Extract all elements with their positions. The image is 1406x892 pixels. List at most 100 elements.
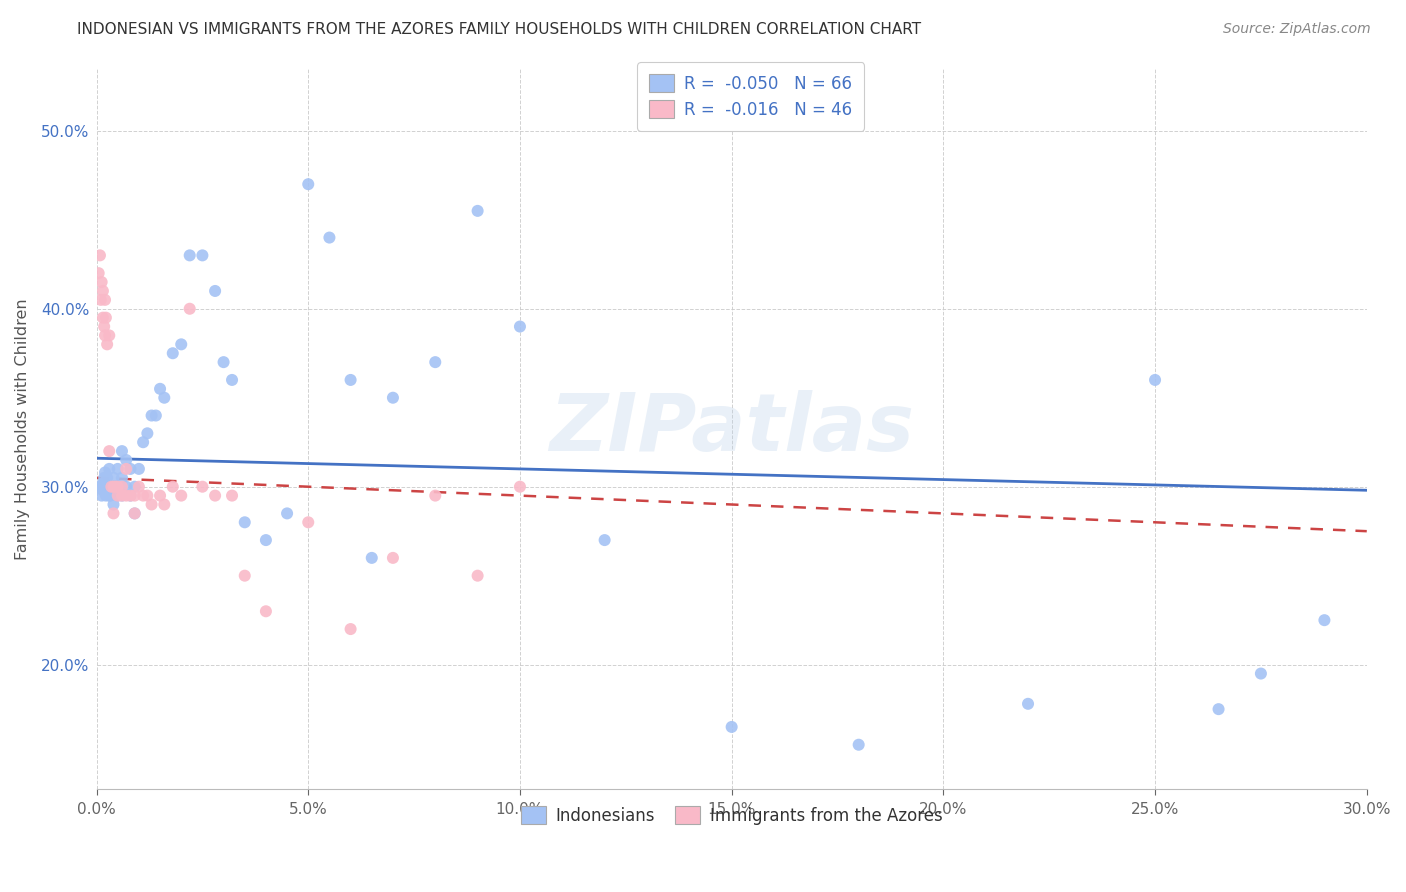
Point xyxy=(96,471,118,485)
Point xyxy=(162,346,184,360)
Point xyxy=(104,480,127,494)
Point xyxy=(115,453,138,467)
Point xyxy=(124,480,146,494)
Point xyxy=(107,480,129,494)
Point xyxy=(254,604,277,618)
Point xyxy=(254,533,277,547)
Point xyxy=(115,462,138,476)
Point xyxy=(94,466,117,480)
Point xyxy=(94,328,117,343)
Point xyxy=(100,480,122,494)
Point xyxy=(90,489,112,503)
Point xyxy=(221,489,243,503)
Point xyxy=(107,480,129,494)
Point xyxy=(297,177,319,191)
Point xyxy=(132,489,155,503)
Point xyxy=(96,480,118,494)
Point xyxy=(297,516,319,530)
Point xyxy=(107,462,129,476)
Point xyxy=(111,444,134,458)
Point xyxy=(318,230,340,244)
Point xyxy=(381,391,404,405)
Point xyxy=(179,248,201,262)
Point xyxy=(98,462,121,476)
Point xyxy=(204,284,226,298)
Point xyxy=(233,568,256,582)
Point xyxy=(91,284,114,298)
Point xyxy=(107,489,129,503)
Point xyxy=(91,483,114,498)
Point xyxy=(170,489,193,503)
Point xyxy=(115,480,138,494)
Y-axis label: Family Households with Children: Family Households with Children xyxy=(15,298,30,559)
Point xyxy=(93,319,115,334)
Point xyxy=(204,489,226,503)
Point xyxy=(120,462,142,476)
Point xyxy=(141,409,163,423)
Point xyxy=(381,550,404,565)
Point xyxy=(1208,702,1230,716)
Point xyxy=(98,328,121,343)
Point xyxy=(1144,373,1167,387)
Point xyxy=(103,480,125,494)
Point xyxy=(94,489,117,503)
Point xyxy=(103,471,125,485)
Point xyxy=(149,382,172,396)
Point xyxy=(120,489,142,503)
Point xyxy=(145,409,167,423)
Point xyxy=(91,476,114,491)
Point xyxy=(111,489,134,503)
Point xyxy=(221,373,243,387)
Point xyxy=(107,489,129,503)
Point xyxy=(96,337,118,351)
Point xyxy=(1250,666,1272,681)
Legend: Indonesians, Immigrants from the Azores: Indonesians, Immigrants from the Azores xyxy=(510,797,953,835)
Point xyxy=(93,471,115,485)
Point xyxy=(136,489,159,503)
Point xyxy=(87,266,110,280)
Point xyxy=(89,480,111,494)
Point xyxy=(98,480,121,494)
Point xyxy=(467,203,489,218)
Point xyxy=(98,489,121,503)
Point xyxy=(509,480,531,494)
Text: Source: ZipAtlas.com: Source: ZipAtlas.com xyxy=(1223,22,1371,37)
Point xyxy=(848,738,870,752)
Point xyxy=(98,489,121,503)
Point xyxy=(128,462,150,476)
Point xyxy=(191,480,214,494)
Point xyxy=(233,516,256,530)
Point xyxy=(339,373,361,387)
Point xyxy=(98,444,121,458)
Point xyxy=(179,301,201,316)
Point xyxy=(100,480,122,494)
Text: ZIPatlas: ZIPatlas xyxy=(550,390,914,468)
Point xyxy=(1017,697,1039,711)
Point xyxy=(191,248,214,262)
Point xyxy=(153,498,176,512)
Point xyxy=(212,355,235,369)
Point xyxy=(104,480,127,494)
Point xyxy=(339,622,361,636)
Point xyxy=(111,471,134,485)
Point xyxy=(115,489,138,503)
Point xyxy=(103,498,125,512)
Point xyxy=(360,550,382,565)
Point xyxy=(94,310,117,325)
Point xyxy=(89,248,111,262)
Point xyxy=(94,293,117,307)
Point xyxy=(90,480,112,494)
Point xyxy=(103,507,125,521)
Point xyxy=(149,489,172,503)
Point xyxy=(128,480,150,494)
Point xyxy=(94,483,117,498)
Point xyxy=(103,480,125,494)
Point xyxy=(124,489,146,503)
Point xyxy=(170,337,193,351)
Point xyxy=(111,489,134,503)
Point xyxy=(136,426,159,441)
Point xyxy=(94,476,117,491)
Point xyxy=(90,293,112,307)
Point xyxy=(276,507,298,521)
Point xyxy=(91,310,114,325)
